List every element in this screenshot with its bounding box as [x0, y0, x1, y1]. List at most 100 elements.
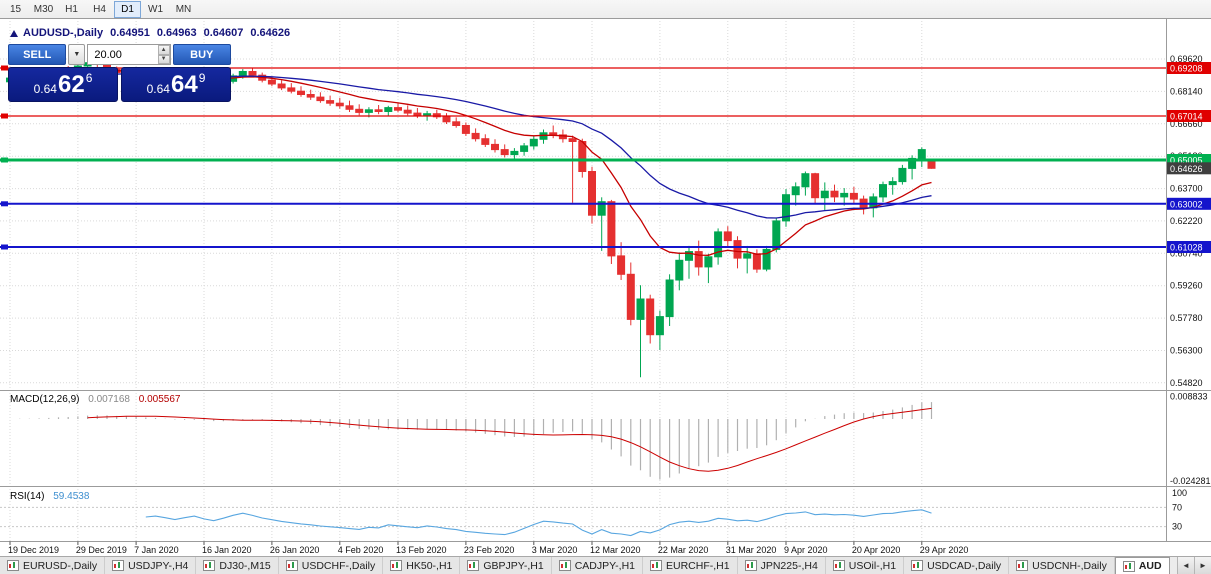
price-tag-0.67014: 0.67014 [1167, 110, 1211, 122]
candle-body [762, 248, 771, 270]
candle-body [908, 157, 917, 169]
macd-histogram [19, 402, 933, 480]
chart-tab-gbpjpy-h1[interactable]: GBPJPY-,H1 [460, 557, 552, 574]
candle-body [772, 220, 781, 250]
chart-tab-icon [7, 560, 19, 571]
chart-tab-eurchf-h1[interactable]: EURCHF-,H1 [643, 557, 738, 574]
candle-body [597, 201, 606, 216]
chart-tab-usdchf-daily[interactable]: USDCHF-,Daily [278, 557, 384, 574]
line-left-marker [1, 65, 8, 71]
chart-tab-label: USDJPY-,H4 [128, 559, 189, 572]
price-tag-0.61028: 0.61028 [1167, 241, 1211, 253]
svg-text:0.62220: 0.62220 [1170, 216, 1203, 226]
spin-up-icon[interactable]: ▲ [157, 45, 170, 55]
volume-field-wrap: ▲ ▼ [87, 44, 171, 65]
macd-signal-line [87, 407, 932, 472]
timeframe-button-m30[interactable]: M30 [33, 3, 54, 15]
timeframe-button-h1[interactable]: H1 [65, 3, 78, 15]
chart-tab-usoil-h1[interactable]: USOil-,H1 [825, 557, 905, 574]
svg-text:31 Mar 2020: 31 Mar 2020 [726, 545, 777, 555]
svg-text:23 Feb 2020: 23 Feb 2020 [464, 545, 515, 555]
svg-text:3 Mar 2020: 3 Mar 2020 [532, 545, 578, 555]
line-left-marker [1, 157, 8, 163]
bid-point: 6 [85, 71, 93, 85]
timeframe-button-d1[interactable]: D1 [114, 0, 141, 18]
timeframe-button-15[interactable]: 15 [9, 3, 22, 15]
candle-body [287, 87, 296, 92]
candle-body [568, 138, 577, 142]
volume-dropdown-button[interactable]: ▼ [68, 44, 86, 65]
svg-text:30: 30 [1172, 522, 1182, 532]
spin-down-icon[interactable]: ▼ [157, 54, 170, 64]
chart-tab-label: CADJPY-,H1 [574, 559, 635, 572]
candle-body [529, 138, 538, 147]
macd-axis-labels: 0.008833 -0.024281 [1170, 392, 1211, 486]
chart-symbol-period: AUDUSD-,Daily [23, 27, 104, 39]
candle-body [461, 125, 470, 134]
ohlc-low: 0.64607 [203, 27, 244, 39]
price-tag-0.64626: 0.64626 [1167, 162, 1211, 175]
candle-body [879, 184, 887, 198]
chart-tab-hk50-h1[interactable]: HK50-,H1 [383, 557, 461, 574]
svg-text:16 Jan 2020: 16 Jan 2020 [202, 545, 252, 555]
chart-tab-icon [1122, 560, 1135, 572]
one-click-trading-panel: SELL ▼ ▲ ▼ BUY 0.64 [8, 44, 232, 102]
svg-text:0.63700: 0.63700 [1170, 184, 1203, 194]
rsi-axis-labels: 100 70 30 [1172, 488, 1187, 532]
candle-body [432, 113, 441, 118]
candle-body [394, 107, 402, 111]
candle-body [704, 256, 713, 268]
candle-body [277, 83, 286, 89]
candle-body [345, 105, 354, 110]
line-left-marker [1, 244, 8, 250]
chart-tab-eurusd-daily[interactable]: EURUSD-,Daily [0, 557, 106, 574]
tab-scroll-right-icon[interactable]: ► [1194, 557, 1211, 574]
svg-text:70: 70 [1172, 502, 1182, 512]
bid-price-box[interactable]: 0.64 62 6 [8, 67, 118, 102]
sell-button-label: SELL [23, 48, 52, 61]
chart-tab-jpn225-h4[interactable]: JPN225-,H4 [737, 557, 826, 574]
sell-button[interactable]: SELL [8, 44, 67, 65]
chart-tabs: EURUSD-,Daily USDJPY-,H4 DJ30-,M15 USDCHF-,… [0, 557, 1177, 574]
svg-text:0.59260: 0.59260 [1170, 281, 1203, 291]
buy-button[interactable]: BUY [172, 44, 232, 65]
chart-tab-dj30-m15[interactable]: DJ30-,M15 [196, 557, 279, 574]
candle-body [811, 173, 820, 199]
candle-body [791, 186, 800, 196]
chart-tab-aud[interactable]: AUD [1114, 557, 1170, 574]
svg-text:0.56300: 0.56300 [1170, 346, 1203, 356]
trade-panel-controls: SELL ▼ ▲ ▼ BUY [8, 44, 232, 65]
svg-text:29 Dec 2019: 29 Dec 2019 [76, 545, 127, 555]
chart-tab-usdcad-daily[interactable]: USDCAD-,Daily [904, 557, 1010, 574]
svg-text:0.64626: 0.64626 [1170, 164, 1203, 174]
chart-tab-label: JPN225-,H4 [760, 559, 818, 572]
candle-body [510, 150, 519, 156]
volume-input[interactable] [87, 44, 171, 65]
timeframe-button-h4[interactable]: H4 [93, 3, 106, 15]
chart-tab-icon [390, 560, 403, 571]
chart-tab-icon [467, 560, 480, 571]
tab-scroll-left-icon[interactable]: ◄ [1177, 557, 1194, 574]
chart-tab-cadjpy-h1[interactable]: CADJPY-,H1 [551, 557, 643, 574]
candle-body [267, 79, 276, 85]
candle-body [665, 279, 674, 318]
svg-text:0.57780: 0.57780 [1170, 313, 1203, 323]
rsi-name: RSI(14) [10, 491, 45, 502]
chart-tab-usdjpy-h4[interactable]: USDJPY-,H4 [105, 557, 197, 574]
candle-body [646, 298, 655, 336]
bid-prefix: 0.64 [33, 82, 57, 96]
timeframe-button-w1[interactable]: W1 [148, 3, 163, 15]
buy-button-label: BUY [190, 48, 214, 61]
candle-body [481, 138, 490, 145]
pane-separators[interactable] [0, 18, 1211, 542]
candle-body [588, 171, 596, 216]
ask-price-box[interactable]: 0.64 64 9 [121, 67, 231, 102]
chart-tab-usdcnh-daily[interactable]: USDCNH-,Daily [1009, 557, 1115, 574]
volume-spinner: ▲ ▼ [157, 45, 170, 64]
candle-body [238, 71, 247, 77]
svg-text:12 Mar 2020: 12 Mar 2020 [590, 545, 641, 555]
candle-body [830, 190, 839, 198]
candle-body [714, 231, 723, 258]
candle-body [723, 231, 732, 242]
timeframe-button-mn[interactable]: MN [175, 3, 192, 15]
